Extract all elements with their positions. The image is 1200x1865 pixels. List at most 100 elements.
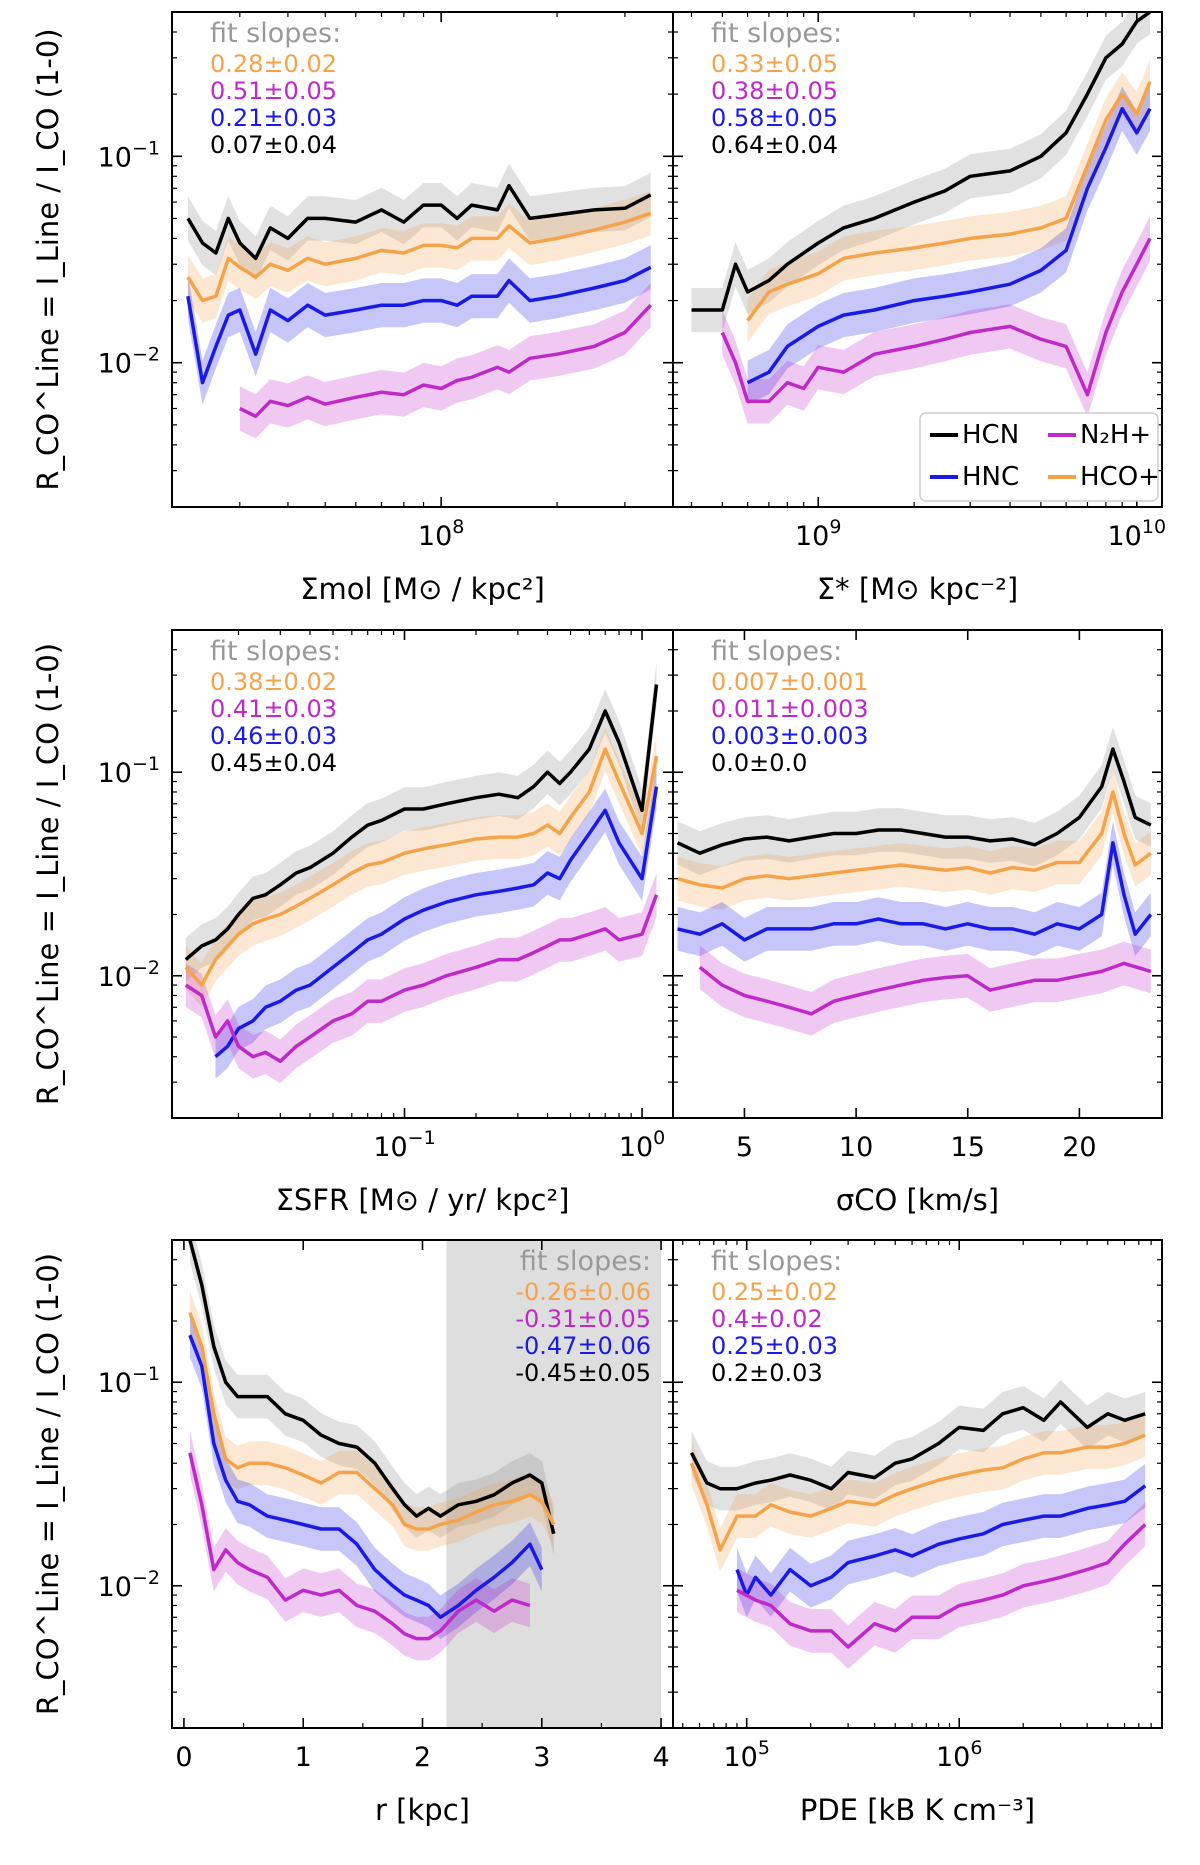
- ytick-label-base: 10: [98, 142, 132, 173]
- band-HNC: [677, 821, 1151, 962]
- line-HCO+: [186, 211, 652, 303]
- band-HNC: [187, 245, 651, 405]
- xtick-label: 5: [736, 1132, 753, 1163]
- fit-slope-HNC: 0.21±0.03: [210, 104, 337, 132]
- fit-slope-HCO+: 0.007±0.001: [711, 668, 869, 696]
- fit-slope-N2H+: -0.31±0.05: [515, 1305, 651, 1333]
- xtick-label-exp: 0: [653, 1127, 665, 1149]
- fit-slope-N2H+: 0.38±0.05: [711, 77, 838, 105]
- legend-label-HCN: HCN: [962, 420, 1019, 450]
- band-HNC: [747, 86, 1150, 405]
- line-HCN: [676, 747, 1152, 855]
- plot-area: [676, 727, 1153, 1036]
- xtick-label: 105: [723, 1737, 769, 1773]
- line-HCN: [691, 12, 1152, 312]
- legend-box: [919, 412, 1159, 502]
- fit-slope-N2H+: 0.4±0.02: [711, 1305, 823, 1333]
- legend-label-N2H+: N₂H+: [1080, 420, 1151, 450]
- xtick-label-exp: 6: [970, 1737, 982, 1759]
- plot-area: [184, 662, 659, 1084]
- band-N2H+: [737, 1502, 1146, 1669]
- fit-slope-HNC: 0.25±0.03: [711, 1332, 838, 1360]
- band-HCO+: [185, 727, 657, 1007]
- line-HCN: [184, 684, 659, 961]
- fit-slopes-title: fit slopes:: [210, 18, 341, 49]
- line-HCO+: [184, 747, 659, 987]
- xtick-label: 100: [619, 1127, 665, 1163]
- band-N2H+: [699, 941, 1151, 1036]
- fit-slope-HCO+: 0.25±0.02: [711, 1278, 838, 1306]
- plot-area: [691, 12, 1152, 424]
- ytick-label: 10−1: [98, 753, 160, 789]
- band-HCO+: [189, 1290, 554, 1551]
- line-HCO+: [689, 1433, 1146, 1552]
- fit-slope-HCO+: 0.33±0.05: [711, 50, 838, 78]
- fit-slope-HNC: 0.58±0.05: [711, 104, 838, 132]
- line-HCN: [689, 1400, 1146, 1491]
- line-HNC: [677, 841, 1153, 942]
- fit-slope-HNC: 0.46±0.03: [210, 722, 337, 750]
- band-HCO+: [747, 59, 1150, 343]
- xtick-label: 15: [951, 1132, 985, 1163]
- xtick-label: 106: [936, 1737, 982, 1773]
- line-HCN: [186, 183, 652, 261]
- ytick-label-base: 10: [98, 758, 132, 789]
- fit-slope-HCN: 0.45±0.04: [210, 749, 337, 777]
- legend-label-HNC: HNC: [962, 462, 1019, 492]
- band-N2H+: [722, 216, 1150, 424]
- xtick-label-base: 10: [1108, 521, 1142, 552]
- fit-slope-HNC: -0.47±0.06: [515, 1332, 651, 1360]
- ytick-label-base: 10: [98, 1572, 132, 1603]
- line-HNC: [188, 1334, 544, 1620]
- plot-area: [186, 163, 652, 439]
- line-HNC: [186, 265, 652, 385]
- fit-slopes-title: fit slopes:: [711, 1246, 842, 1277]
- fit-slope-N2H+: 0.011±0.003: [711, 695, 869, 723]
- x-axis-label: PDE [kB K cm⁻³]: [800, 1793, 1035, 1827]
- plot-area: [689, 1380, 1147, 1669]
- ytick-label-exp: −1: [132, 137, 160, 159]
- xtick-label-base: 10: [373, 1132, 407, 1163]
- line-HNC: [735, 1484, 1147, 1597]
- xtick-label: 108: [418, 516, 464, 552]
- band-HCN: [187, 163, 651, 281]
- xtick-label: 3: [533, 1742, 550, 1773]
- y-axis-label: R_CO^Line = I_Line / I_CO (1-0): [31, 28, 65, 490]
- ytick-label: 10−1: [98, 137, 160, 173]
- axes-frame: [672, 1239, 1163, 1729]
- fit-slope-HCO+: 0.28±0.02: [210, 50, 337, 78]
- ytick-label-base: 10: [98, 349, 132, 380]
- y-axis-label: R_CO^Line = I_Line / I_CO (1-0): [31, 643, 65, 1105]
- band-HNC: [737, 1463, 1146, 1617]
- ytick-label-base: 10: [98, 1368, 132, 1399]
- xtick-label: 4: [652, 1742, 669, 1773]
- fit-slopes-title: fit slopes:: [711, 636, 842, 667]
- fit-slopes-title: fit slopes:: [210, 636, 341, 667]
- line-N2H+: [188, 1452, 531, 1641]
- band-N2H+: [185, 873, 657, 1084]
- line-N2H+: [239, 303, 652, 419]
- xtick-label-base: 10: [619, 1132, 653, 1163]
- xtick-label: 20: [1062, 1132, 1096, 1163]
- xtick-label-exp: 8: [452, 516, 464, 538]
- ytick-label-base: 10: [98, 962, 132, 993]
- ytick-label-exp: −2: [132, 957, 160, 979]
- ytick-label-exp: −2: [132, 1567, 160, 1589]
- ytick-label: 10−1: [98, 1363, 160, 1399]
- line-N2H+: [184, 894, 659, 1064]
- band-N2H+: [189, 1431, 530, 1661]
- ytick-label-exp: −1: [132, 1363, 160, 1385]
- xtick-label: 10: [839, 1132, 873, 1163]
- fit-slopes-title: fit slopes:: [520, 1246, 651, 1277]
- band-HCO+: [187, 191, 651, 323]
- x-axis-label: r [kpc]: [375, 1793, 470, 1827]
- xtick-label-exp: 10: [1142, 516, 1166, 538]
- band-HCN: [185, 662, 657, 982]
- ytick-label: 10−2: [98, 1567, 160, 1603]
